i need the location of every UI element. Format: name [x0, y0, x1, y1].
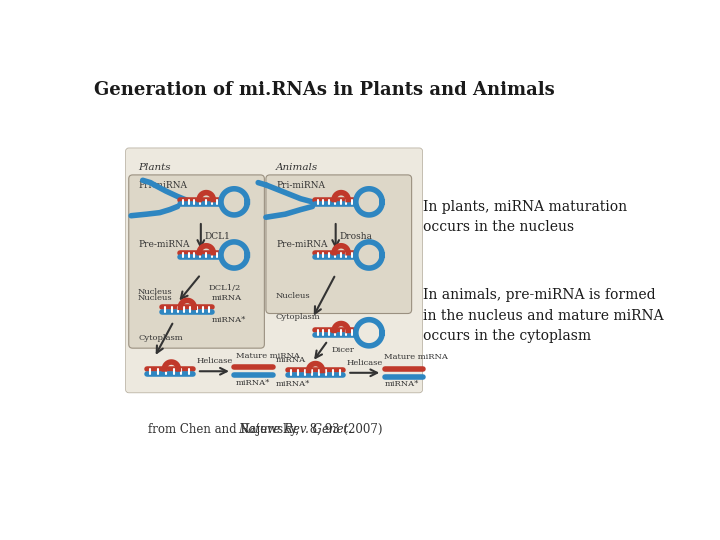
Text: miRNA*: miRNA*	[384, 381, 419, 388]
Text: DCL1/2: DCL1/2	[209, 284, 240, 292]
Text: miRNA: miRNA	[212, 294, 242, 302]
FancyBboxPatch shape	[266, 175, 412, 314]
Text: Pre-miRNA: Pre-miRNA	[276, 240, 328, 249]
Text: Nucleus: Nucleus	[138, 288, 173, 296]
FancyBboxPatch shape	[129, 175, 264, 348]
Text: Plants: Plants	[138, 164, 171, 172]
Text: Nucleus: Nucleus	[276, 292, 310, 300]
Text: Helicase: Helicase	[346, 359, 383, 367]
Text: Mature miRNA: Mature miRNA	[235, 352, 300, 360]
Text: from Chen and Rajewsky,: from Chen and Rajewsky,	[148, 423, 303, 436]
Text: miRNA*: miRNA*	[212, 316, 246, 324]
Text: Pre-miRNA: Pre-miRNA	[138, 240, 189, 249]
Text: miRNA: miRNA	[276, 355, 306, 363]
Text: Generation of mi.RNAs in Plants and Animals: Generation of mi.RNAs in Plants and Anim…	[94, 82, 554, 99]
Text: Dicer: Dicer	[332, 346, 355, 354]
Text: Nature Rev. Genet.: Nature Rev. Genet.	[238, 423, 353, 436]
Text: 8, 93 (2007): 8, 93 (2007)	[306, 423, 382, 436]
Text: Nucleus: Nucleus	[138, 294, 173, 302]
Text: Cytoplasm: Cytoplasm	[138, 334, 183, 342]
Text: Helicase: Helicase	[197, 357, 233, 365]
Text: DCL1: DCL1	[204, 232, 230, 241]
Text: In animals, pre-miRNA is formed
in the nucleus and mature miRNA
occurs in the cy: In animals, pre-miRNA is formed in the n…	[423, 288, 664, 343]
Text: Mature miRNA: Mature miRNA	[384, 353, 449, 361]
Text: In plants, miRNA maturation
occurs in the nucleus: In plants, miRNA maturation occurs in th…	[423, 200, 627, 234]
Text: Drosha: Drosha	[340, 232, 372, 241]
Text: miRNA*: miRNA*	[276, 381, 310, 388]
Text: miRNA*: miRNA*	[235, 379, 270, 387]
FancyBboxPatch shape	[126, 148, 423, 393]
Text: Pri-miRNA: Pri-miRNA	[276, 181, 325, 190]
Text: Cytoplasm: Cytoplasm	[276, 313, 320, 321]
Text: Pri-miRNA: Pri-miRNA	[138, 181, 187, 190]
Text: Animals: Animals	[276, 164, 318, 172]
